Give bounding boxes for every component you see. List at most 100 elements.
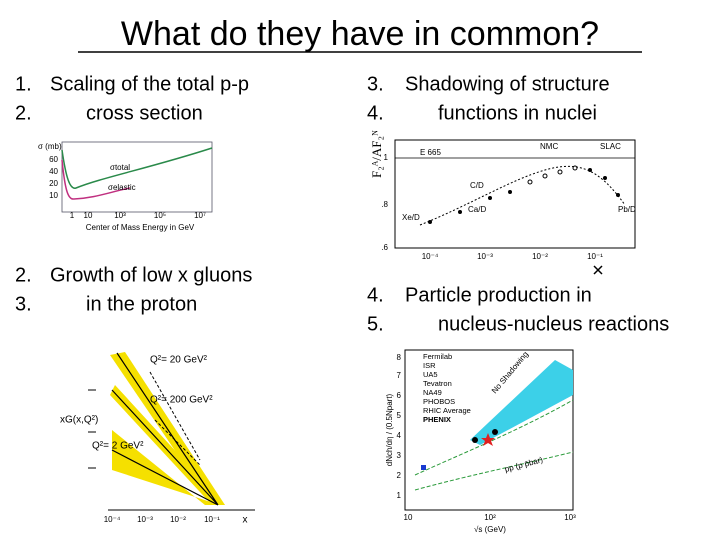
y-tick-label: .8 xyxy=(381,200,388,209)
title: What do they have in common? xyxy=(121,15,599,53)
fit-curve xyxy=(414,451,574,491)
y-tick-label: 6 xyxy=(397,391,402,400)
curve-label: Q²= 2 GeV² xyxy=(92,441,144,452)
y-tick-label: 20 xyxy=(49,179,58,188)
fit-curve xyxy=(419,165,626,226)
plot-frame xyxy=(61,141,213,213)
y-tick-label: 60 xyxy=(49,155,58,164)
legend-entry: NA49 xyxy=(423,388,442,397)
points xyxy=(428,165,620,224)
x-tick-label: 10 xyxy=(404,513,413,522)
x-tick-label: 10⁷ xyxy=(194,211,206,220)
y-tick-label: 8 xyxy=(397,353,402,362)
item-text: cross section xyxy=(86,102,203,124)
x-tick-label: 10⁵ xyxy=(154,211,166,220)
item-text: nucleus-nucleus reactions xyxy=(438,313,669,335)
legend-entry: Fermilab xyxy=(423,352,452,361)
x-tick-label: 10⁻¹ xyxy=(204,515,220,524)
item-text: functions in nuclei xyxy=(438,102,597,124)
x-tick-label: 10³ xyxy=(564,513,576,522)
item-text: Particle production in xyxy=(405,284,592,306)
label: E 665 xyxy=(420,148,441,157)
dashed-curves xyxy=(149,371,201,466)
figure-particles: Fermilab ISR UA5 Tevatron NA49 PHOBOS RH… xyxy=(385,349,576,534)
point xyxy=(472,437,478,443)
x-tick-label: 10⁻⁴ xyxy=(422,252,439,261)
x-tick-label: 10³ xyxy=(114,211,126,220)
legend-entry: PHOBOS xyxy=(423,397,455,406)
cross-icon xyxy=(593,265,603,275)
x-tick-label: 10⁻² xyxy=(532,252,548,261)
curve-label: Q²= 200 GeV² xyxy=(150,395,213,406)
item-text: Shadowing of structure xyxy=(405,73,610,95)
y-tick-label: 1 xyxy=(384,153,389,162)
curve-label: σelastic xyxy=(108,183,136,192)
label: Ca/D xyxy=(468,205,486,214)
figure-cross-section: σ (mb) σtotal σelastic 60 40 20 10 1 10 … xyxy=(38,141,213,232)
plot-frame xyxy=(394,139,636,249)
figure-shadowing: F₂ᴬ/AF₂ᴺ E 665 NMC SLAC C/D Ca/D Xe/D Pb… xyxy=(369,130,636,275)
item-number: 5. xyxy=(367,313,384,335)
legend-entry: PHENIX xyxy=(423,415,451,424)
x-label: x xyxy=(243,515,248,526)
x-label: Center of Mass Energy in GeV xyxy=(86,223,195,232)
item-number: 4. xyxy=(367,102,384,124)
legend-entry: Tevatron xyxy=(423,379,452,388)
y-label: σ (mb) xyxy=(38,142,62,151)
y-tick-label: 10 xyxy=(49,191,58,200)
curve-label: σtotal xyxy=(110,163,130,172)
item-text: Scaling of the total p-p xyxy=(50,73,249,95)
item-number: 3. xyxy=(15,293,32,315)
x-tick-label: 10² xyxy=(484,513,496,522)
item-number: 4. xyxy=(367,284,384,306)
annotation: No Shadowing xyxy=(490,350,530,396)
y-tick-label: 7 xyxy=(397,371,402,380)
band xyxy=(112,430,220,505)
legend-entry: ISR xyxy=(423,361,436,370)
item-text: Growth of low x gluons xyxy=(50,264,252,286)
point xyxy=(421,465,426,470)
point xyxy=(492,429,498,435)
y-tick-label: 40 xyxy=(49,167,58,176)
y-tick-label: 1 xyxy=(397,491,402,500)
item-number: 1. xyxy=(15,73,32,95)
item-number: 2. xyxy=(15,264,32,286)
label: Pb/D xyxy=(618,205,636,214)
legend-entry: RHIC Average xyxy=(423,406,471,415)
label: NMC xyxy=(540,142,558,151)
y-label: dNch/dη / (0.5Npart) xyxy=(385,393,394,466)
plot-frame xyxy=(404,349,574,511)
band xyxy=(470,360,573,445)
label: SLAC xyxy=(600,142,621,151)
band xyxy=(110,385,225,505)
x-tick-label: 10 xyxy=(84,211,93,220)
y-tick-label: 5 xyxy=(397,411,402,420)
label: C/D xyxy=(470,181,484,190)
point xyxy=(481,433,495,446)
y-tick-label: .6 xyxy=(381,243,388,252)
y-label: F₂ᴬ/AF₂ᴺ xyxy=(369,130,384,178)
annotation: pp (p p̄bar) xyxy=(504,455,544,474)
curves xyxy=(111,352,219,506)
y-label: xG(x,Q²) xyxy=(60,415,98,426)
legend-entry: UA5 xyxy=(423,370,438,379)
x-tick-label: 10⁻² xyxy=(170,515,186,524)
x-tick-label: 10⁻³ xyxy=(477,252,493,261)
item-number: 3. xyxy=(367,73,384,95)
y-tick-label: 2 xyxy=(397,471,402,480)
y-tick-label: 3 xyxy=(397,451,402,460)
x-tick-label: 10⁻⁴ xyxy=(104,515,121,524)
curve-label: Q²= 20 GeV² xyxy=(150,355,208,366)
x-label: √s (GeV) xyxy=(474,525,506,534)
x-tick-label: 1 xyxy=(70,211,75,220)
label: Xe/D xyxy=(402,213,420,222)
legend: Fermilab ISR UA5 Tevatron NA49 PHOBOS RH… xyxy=(423,352,471,424)
elastic-curve xyxy=(61,159,131,200)
fit-curve xyxy=(414,399,574,476)
y-tick-label: 4 xyxy=(397,431,402,440)
x-tick-label: 10⁻³ xyxy=(137,515,153,524)
item-text: in the proton xyxy=(86,293,197,315)
x-tick-label: 10⁻¹ xyxy=(587,252,603,261)
list: 1. Scaling of the total p-p 2. cross sec… xyxy=(15,73,669,335)
